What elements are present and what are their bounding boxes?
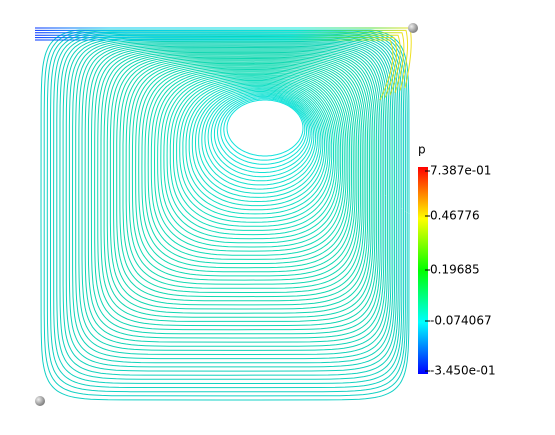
streamline (94, 48, 379, 331)
streamline (226, 99, 304, 157)
streamline (220, 97, 308, 165)
streamline (176, 80, 333, 223)
streamline (153, 71, 345, 252)
streamline (185, 83, 327, 211)
streamline (71, 39, 392, 360)
streamline (210, 93, 313, 178)
streamline (135, 64, 356, 277)
streamline (169, 77, 336, 231)
streamline (112, 55, 369, 306)
color-bar-label: -0.074067 (430, 314, 492, 328)
streamline (223, 98, 306, 161)
lid-streamline (35, 37, 397, 98)
streamline (141, 66, 352, 269)
streamline (216, 95, 309, 169)
streamline (119, 57, 365, 298)
streamline (150, 70, 347, 256)
streamline (182, 82, 329, 215)
streamline (163, 75, 340, 240)
streamline (191, 86, 324, 203)
streamline (188, 84, 326, 207)
streamline (157, 72, 343, 248)
lid-streamline (35, 29, 408, 91)
streamline (147, 68, 349, 260)
streamline (128, 61, 360, 285)
streamline (138, 65, 354, 273)
streamline (103, 51, 374, 318)
lid-streamline (35, 39, 394, 101)
color-bar-label: -3.450e-01 (430, 364, 496, 378)
lid-streamline (35, 34, 401, 96)
streamline (62, 35, 397, 372)
seed-sphere (408, 23, 418, 33)
streamlines (35, 27, 412, 401)
streamline (116, 56, 367, 302)
streamline (207, 92, 315, 182)
streamline (84, 44, 385, 343)
streamline (194, 87, 322, 198)
streamline (166, 76, 338, 236)
streamline (75, 40, 390, 356)
streamline (213, 94, 311, 173)
streamline (65, 37, 396, 368)
streamline (68, 38, 394, 364)
streamline (160, 73, 342, 244)
streamline (100, 50, 376, 322)
streamline (59, 34, 399, 376)
streamline (53, 32, 403, 385)
color-bar-label: 0.19685 (430, 263, 480, 277)
color-bar-title: p (418, 143, 426, 157)
lid-streamline (35, 32, 405, 93)
streamline (109, 54, 370, 310)
streamline (198, 88, 320, 194)
streamline (90, 46, 381, 335)
streamline (43, 29, 408, 397)
streamline (78, 42, 388, 351)
streamline (172, 78, 334, 227)
color-bar (418, 167, 428, 374)
streamline (125, 60, 361, 289)
streamline (179, 81, 331, 219)
seed-sphere (35, 396, 45, 406)
streamline (46, 29, 406, 393)
streamline (87, 45, 383, 339)
streamline (81, 43, 387, 347)
streamline (106, 53, 372, 314)
color-bar-label: 0.46776 (430, 209, 480, 223)
streamline (122, 59, 363, 294)
streamline (201, 89, 318, 190)
color-bar-labels: 7.387e-01 0.46776 0.19685 -0.074067 -3.450e-… (425, 164, 496, 378)
streamline (97, 49, 378, 327)
streamline (144, 67, 351, 264)
streamline (204, 91, 317, 186)
streamline (131, 62, 358, 281)
color-bar-label: 7.387e-01 (430, 164, 491, 178)
